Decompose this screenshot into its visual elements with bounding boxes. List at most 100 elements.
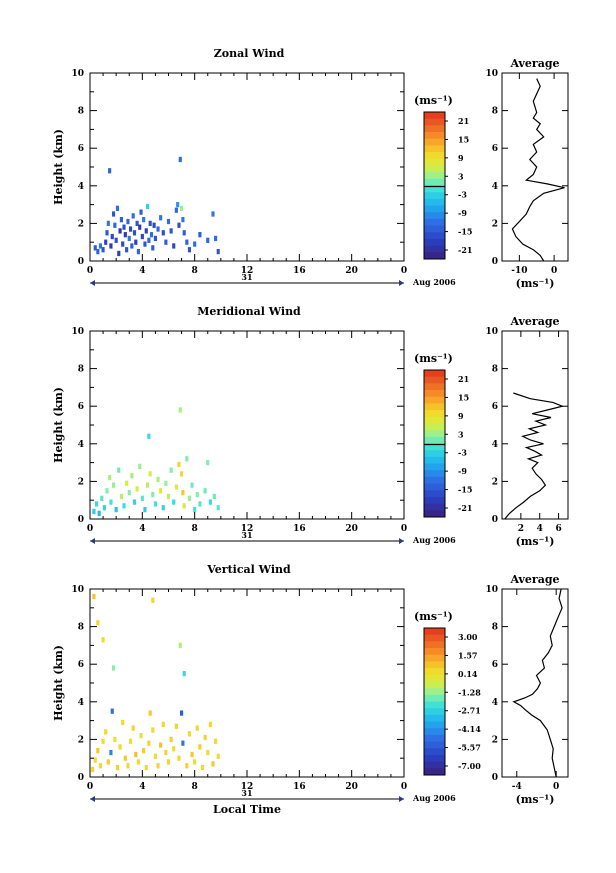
- heatmap-cell: [100, 495, 104, 501]
- profile-y-tick-label: 0: [492, 515, 498, 525]
- colorbar-band: [424, 225, 445, 233]
- x-tick-label: 8: [192, 524, 198, 534]
- heatmap-cell: [104, 729, 108, 735]
- y-tick-label: 8: [78, 107, 84, 117]
- x-tick-label: 0: [87, 266, 93, 276]
- colorbar-band: [424, 205, 445, 213]
- heatmap-cell: [115, 764, 120, 771]
- heatmap-cell: [182, 503, 186, 509]
- colorbar-band: [424, 734, 445, 743]
- heatmap-cell: [178, 642, 182, 649]
- colorbar-band: [424, 430, 445, 438]
- heatmap-cell: [208, 721, 212, 727]
- heatmap-cell: [172, 499, 176, 505]
- heatmap-cell: [122, 503, 126, 509]
- x-tick-label: 8: [192, 782, 198, 792]
- y-tick-label: 6: [78, 660, 84, 670]
- heatmap-cell: [123, 232, 127, 238]
- colorbar-unit: (ms⁻¹): [414, 610, 453, 623]
- heatmap-cell: [198, 744, 202, 750]
- heatmap-cell: [174, 484, 178, 490]
- heatmap-cell: [198, 232, 202, 238]
- colorbar-tick-label: -9: [458, 466, 467, 476]
- heatmap-cell: [98, 763, 103, 769]
- heatmap-cell: [185, 456, 189, 462]
- colorbar-band: [424, 768, 445, 776]
- x-tick-label: 0: [401, 782, 407, 792]
- colorbar-band: [424, 238, 445, 247]
- heatmap-cell: [126, 763, 130, 769]
- colorbar-tick-label: 9: [458, 153, 464, 163]
- heatmap-cell: [187, 247, 192, 253]
- plot-frame: [89, 588, 405, 778]
- heatmap-cell: [180, 471, 184, 477]
- colorbar-tick-label: -5.57: [458, 743, 481, 753]
- x-axis-label: Local Time: [213, 803, 281, 816]
- heatmap-cell: [138, 224, 142, 230]
- heatmap-cell: [111, 665, 116, 671]
- heatmap-cell: [98, 243, 103, 249]
- profile-x-tick-label: -10: [511, 266, 527, 276]
- colorbar-band: [424, 198, 445, 207]
- heatmap-cell: [203, 488, 207, 494]
- heatmap-cell: [164, 239, 168, 245]
- x-tick-label: 16: [293, 524, 306, 534]
- heatmap-cell: [119, 217, 123, 223]
- heatmap-cells: [91, 593, 220, 773]
- colorbar-tick-label: -1.28: [458, 687, 481, 697]
- heatmap-cell: [93, 757, 97, 763]
- heatmap-cell: [114, 506, 118, 513]
- heatmap-cell: [174, 207, 178, 213]
- x-tick-label: 12: [241, 266, 254, 276]
- colorbar: 21 15 9 3 -3 -9 -15 -21: [423, 111, 472, 260]
- colorbar-band: [424, 456, 445, 465]
- heatmap-cell: [92, 508, 96, 515]
- colorbar-band: [424, 218, 445, 227]
- heatmap-cell: [111, 482, 116, 488]
- y-tick-label: 2: [78, 735, 84, 745]
- profile-y-tick-label: 6: [492, 144, 498, 154]
- heatmap-cell: [106, 759, 110, 765]
- heatmap-cell: [172, 746, 176, 752]
- colorbar-tick-label: 3.00: [458, 632, 478, 642]
- colorbar-tick-label: -21: [458, 245, 472, 255]
- heatmap-cell: [93, 245, 97, 251]
- colorbar-band: [424, 648, 445, 656]
- date-axis-arrow-left: [90, 280, 95, 286]
- heatmap-cell: [211, 761, 215, 767]
- heatmap-cell: [153, 501, 157, 507]
- colorbar-band: [424, 390, 445, 398]
- heatmap-cell: [139, 209, 143, 215]
- profile-y-tick-label: 10: [485, 327, 498, 337]
- colorbar-band: [424, 132, 445, 140]
- colorbar-tick-label: 15: [458, 392, 469, 402]
- profile-line: [512, 588, 563, 778]
- colorbar-band: [424, 178, 445, 186]
- heatmap-cell: [198, 501, 202, 507]
- colorbar-frame: [423, 369, 446, 518]
- heatmap-cell: [214, 738, 218, 744]
- colorbar-frame: [423, 627, 446, 776]
- colorbar-band: [424, 403, 445, 411]
- date-label: Aug 2006: [412, 277, 456, 287]
- profile-x-tick-label: 4: [537, 524, 543, 534]
- profile-frame: [501, 330, 569, 520]
- heatmap-cell: [91, 766, 95, 773]
- heatmap-cell: [147, 433, 151, 439]
- heatmap-cell: [134, 239, 138, 245]
- profile-y-tick-label: 0: [492, 773, 498, 783]
- colorbar-tick-label: -15: [458, 227, 472, 237]
- y-tick-label: 10: [71, 585, 84, 595]
- y-tick-label: 10: [71, 327, 84, 337]
- heatmap-cell: [164, 480, 168, 486]
- heatmap-cell: [181, 740, 185, 746]
- colorbar-band: [424, 748, 445, 756]
- heatmap-cell: [193, 759, 197, 765]
- heatmap-cell: [200, 764, 205, 771]
- heatmap-cell: [161, 721, 165, 727]
- colorbar-frame: [423, 111, 446, 260]
- colorbar-band: [424, 510, 445, 518]
- heatmap-cell: [121, 241, 125, 247]
